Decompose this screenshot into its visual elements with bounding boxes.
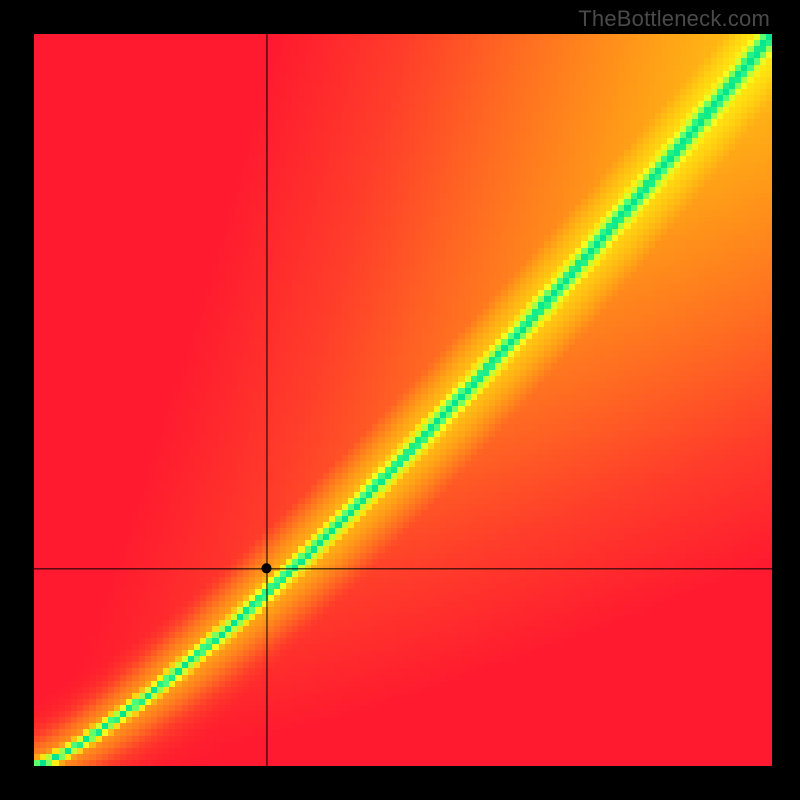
watermark-text: TheBottleneck.com xyxy=(578,6,770,32)
bottleneck-heatmap xyxy=(34,34,772,766)
root-container: { "watermark": { "text": "TheBottleneck.… xyxy=(0,0,800,800)
